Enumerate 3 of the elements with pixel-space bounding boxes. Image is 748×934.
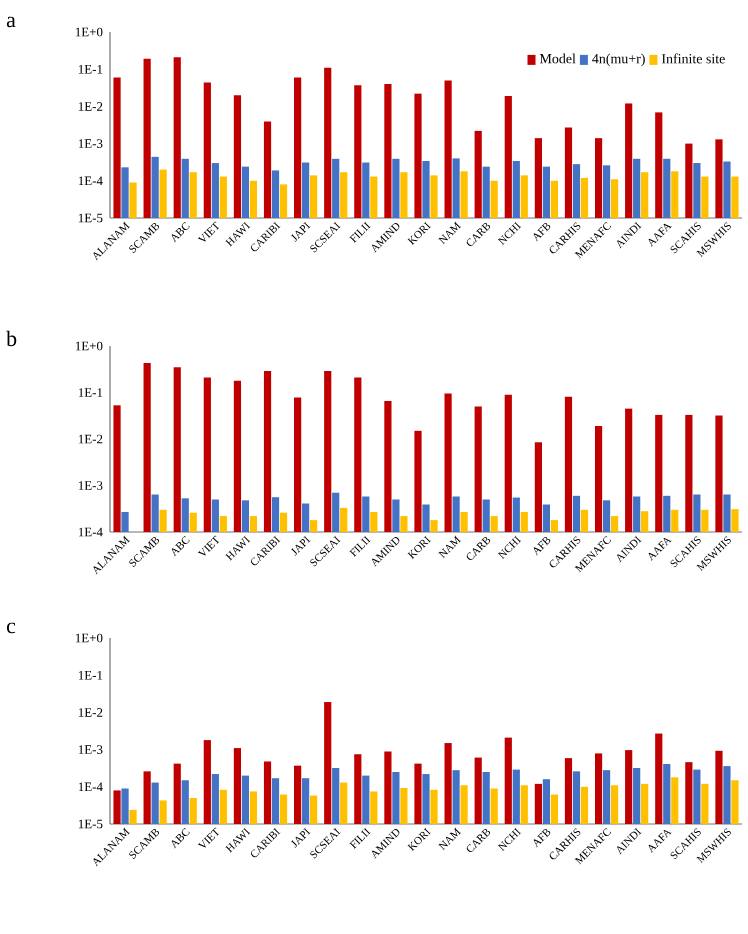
chart-title: a: [6, 16, 16, 28]
chart-title: b: [6, 330, 17, 347]
chart-title: c: [6, 622, 16, 634]
